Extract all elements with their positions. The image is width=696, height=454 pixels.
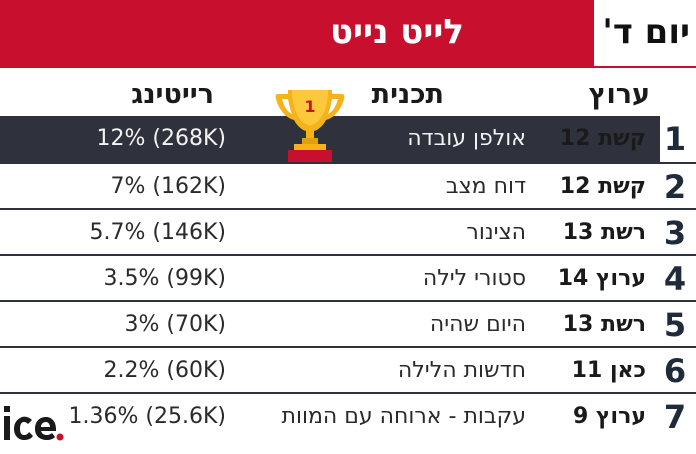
page-title: לייט נייט	[329, 12, 464, 52]
table-row: 2 קשת 12 דוח מצב 7% (162K)	[0, 164, 696, 210]
channel-name: קשת 12	[559, 174, 646, 199]
table-row: 3 רשת 13 הצינור 5.7% (146K)	[0, 210, 696, 256]
header: לייט נייט יום ד'	[0, 0, 696, 68]
column-header-program: תכנית	[371, 79, 444, 110]
divider	[0, 162, 696, 164]
rank-number: 2	[663, 168, 687, 206]
day-box: יום ד'	[592, 0, 696, 66]
divider	[0, 254, 696, 256]
rank-number: 4	[663, 260, 687, 298]
column-header-rating: רייטינג	[131, 79, 214, 110]
program-name: דוח מצב	[445, 174, 526, 199]
column-header-channel: ערוץ	[588, 79, 650, 110]
title-bar: לייט נייט	[0, 0, 592, 66]
program-name: עקבות - ארוחה עם המוות	[281, 404, 526, 429]
channel-name: כאן 11	[571, 358, 646, 383]
divider	[0, 346, 696, 348]
rank-number: 7	[663, 398, 687, 436]
table-row: 4 ערוץ 14 סטורי לילה 3.5% (99K)	[0, 256, 696, 302]
divider	[0, 392, 696, 394]
channel-name: ערוץ 14	[557, 266, 646, 291]
rank-number: 6	[663, 352, 687, 390]
ice-logo	[2, 402, 64, 442]
program-name: הצינור	[466, 220, 526, 245]
rating-value: 12% (268K)	[96, 126, 226, 151]
rating-value: 5.7% (146K)	[89, 220, 226, 245]
channel-name: קשת 12	[559, 126, 646, 151]
divider	[0, 300, 696, 302]
rating-value: 1.36% (25.6K)	[68, 404, 226, 429]
table-row: 5 רשת 13 היום שהיה 3% (70K)	[0, 302, 696, 348]
rank-number: 1	[663, 120, 687, 158]
rank-cell	[660, 116, 696, 162]
program-name: חדשות הלילה	[397, 358, 526, 383]
rating-value: 7% (162K)	[110, 174, 226, 199]
trophy-icon: 1	[275, 90, 345, 162]
table-row: 7 ערוץ 9 עקבות - ארוחה עם המוות 1.36% (2…	[0, 394, 696, 440]
program-name: אולפן עובדה	[407, 126, 526, 151]
channel-name: ערוץ 9	[573, 404, 646, 429]
rank-number: 3	[663, 214, 687, 252]
day-label: יום ד'	[602, 12, 690, 52]
rating-value: 3.5% (99K)	[103, 266, 226, 291]
rank-number: 5	[663, 306, 687, 344]
program-name: סטורי לילה	[422, 266, 526, 291]
divider	[0, 208, 696, 210]
rating-value: 3% (70K)	[124, 312, 226, 337]
table-row: 1 קשת 12 אולפן עובדה 12% (268K)	[0, 116, 696, 162]
channel-name: רשת 13	[562, 220, 646, 245]
table-row: 6 כאן 11 חדשות הלילה 2.2% (60K)	[0, 348, 696, 394]
channel-name: רשת 13	[562, 312, 646, 337]
program-name: היום שהיה	[429, 312, 526, 337]
trophy-number: 1	[304, 97, 315, 116]
rating-value: 2.2% (60K)	[103, 358, 226, 383]
